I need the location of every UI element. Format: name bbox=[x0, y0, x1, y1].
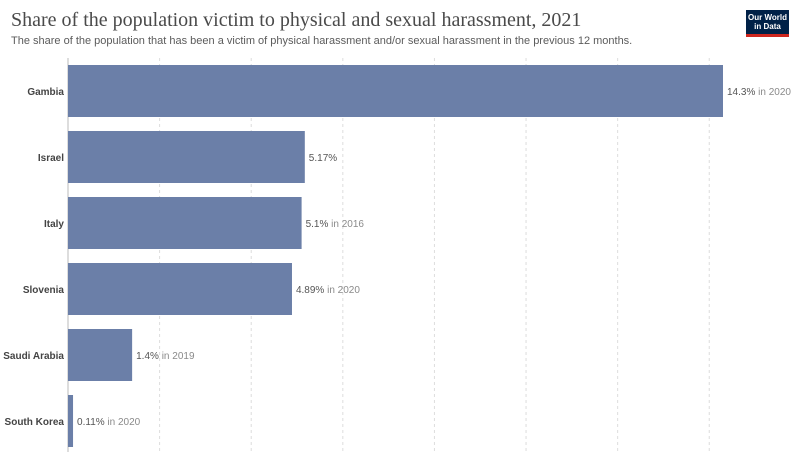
category-label: South Korea bbox=[5, 417, 65, 428]
bar bbox=[68, 131, 305, 183]
value-label: 4.89% bbox=[296, 285, 324, 296]
data-label: 5.1% in 2016 bbox=[306, 219, 365, 230]
bar bbox=[68, 65, 723, 117]
chart-title: Share of the population victim to physic… bbox=[11, 9, 582, 31]
owid-logo[interactable]: Our World in Data bbox=[746, 10, 789, 37]
bar bbox=[68, 395, 74, 447]
value-label: 0.11% bbox=[77, 417, 105, 428]
year-label: in 2016 bbox=[328, 219, 364, 230]
bar bbox=[68, 263, 292, 315]
category-label: Saudi Arabia bbox=[3, 351, 64, 362]
value-label: 1.4% bbox=[136, 351, 159, 362]
year-label: in 2019 bbox=[159, 351, 195, 362]
logo-line-2: in Data bbox=[754, 22, 781, 31]
data-label: 5.17% bbox=[309, 153, 337, 164]
value-label: 14.3% bbox=[727, 87, 755, 98]
chart-subtitle: The share of the population that has bee… bbox=[11, 35, 633, 47]
category-label: Gambia bbox=[27, 87, 64, 98]
data-label: 14.3% in 2020 bbox=[727, 87, 791, 98]
year-label: in 2020 bbox=[324, 285, 360, 296]
data-label: 4.89% in 2020 bbox=[296, 285, 360, 296]
year-label: in 2020 bbox=[755, 87, 791, 98]
category-label: Slovenia bbox=[23, 285, 65, 296]
data-label: 0.11% in 2020 bbox=[77, 417, 141, 428]
year-label: in 2020 bbox=[105, 417, 141, 428]
bar bbox=[68, 197, 302, 249]
category-label: Italy bbox=[44, 219, 64, 230]
logo-line-1: Our World bbox=[748, 13, 787, 22]
bar bbox=[68, 329, 133, 381]
data-label: 1.4% in 2019 bbox=[136, 351, 195, 362]
value-label: 5.1% bbox=[306, 219, 329, 230]
value-label: 5.17% bbox=[309, 153, 337, 164]
category-label: Israel bbox=[38, 153, 64, 164]
